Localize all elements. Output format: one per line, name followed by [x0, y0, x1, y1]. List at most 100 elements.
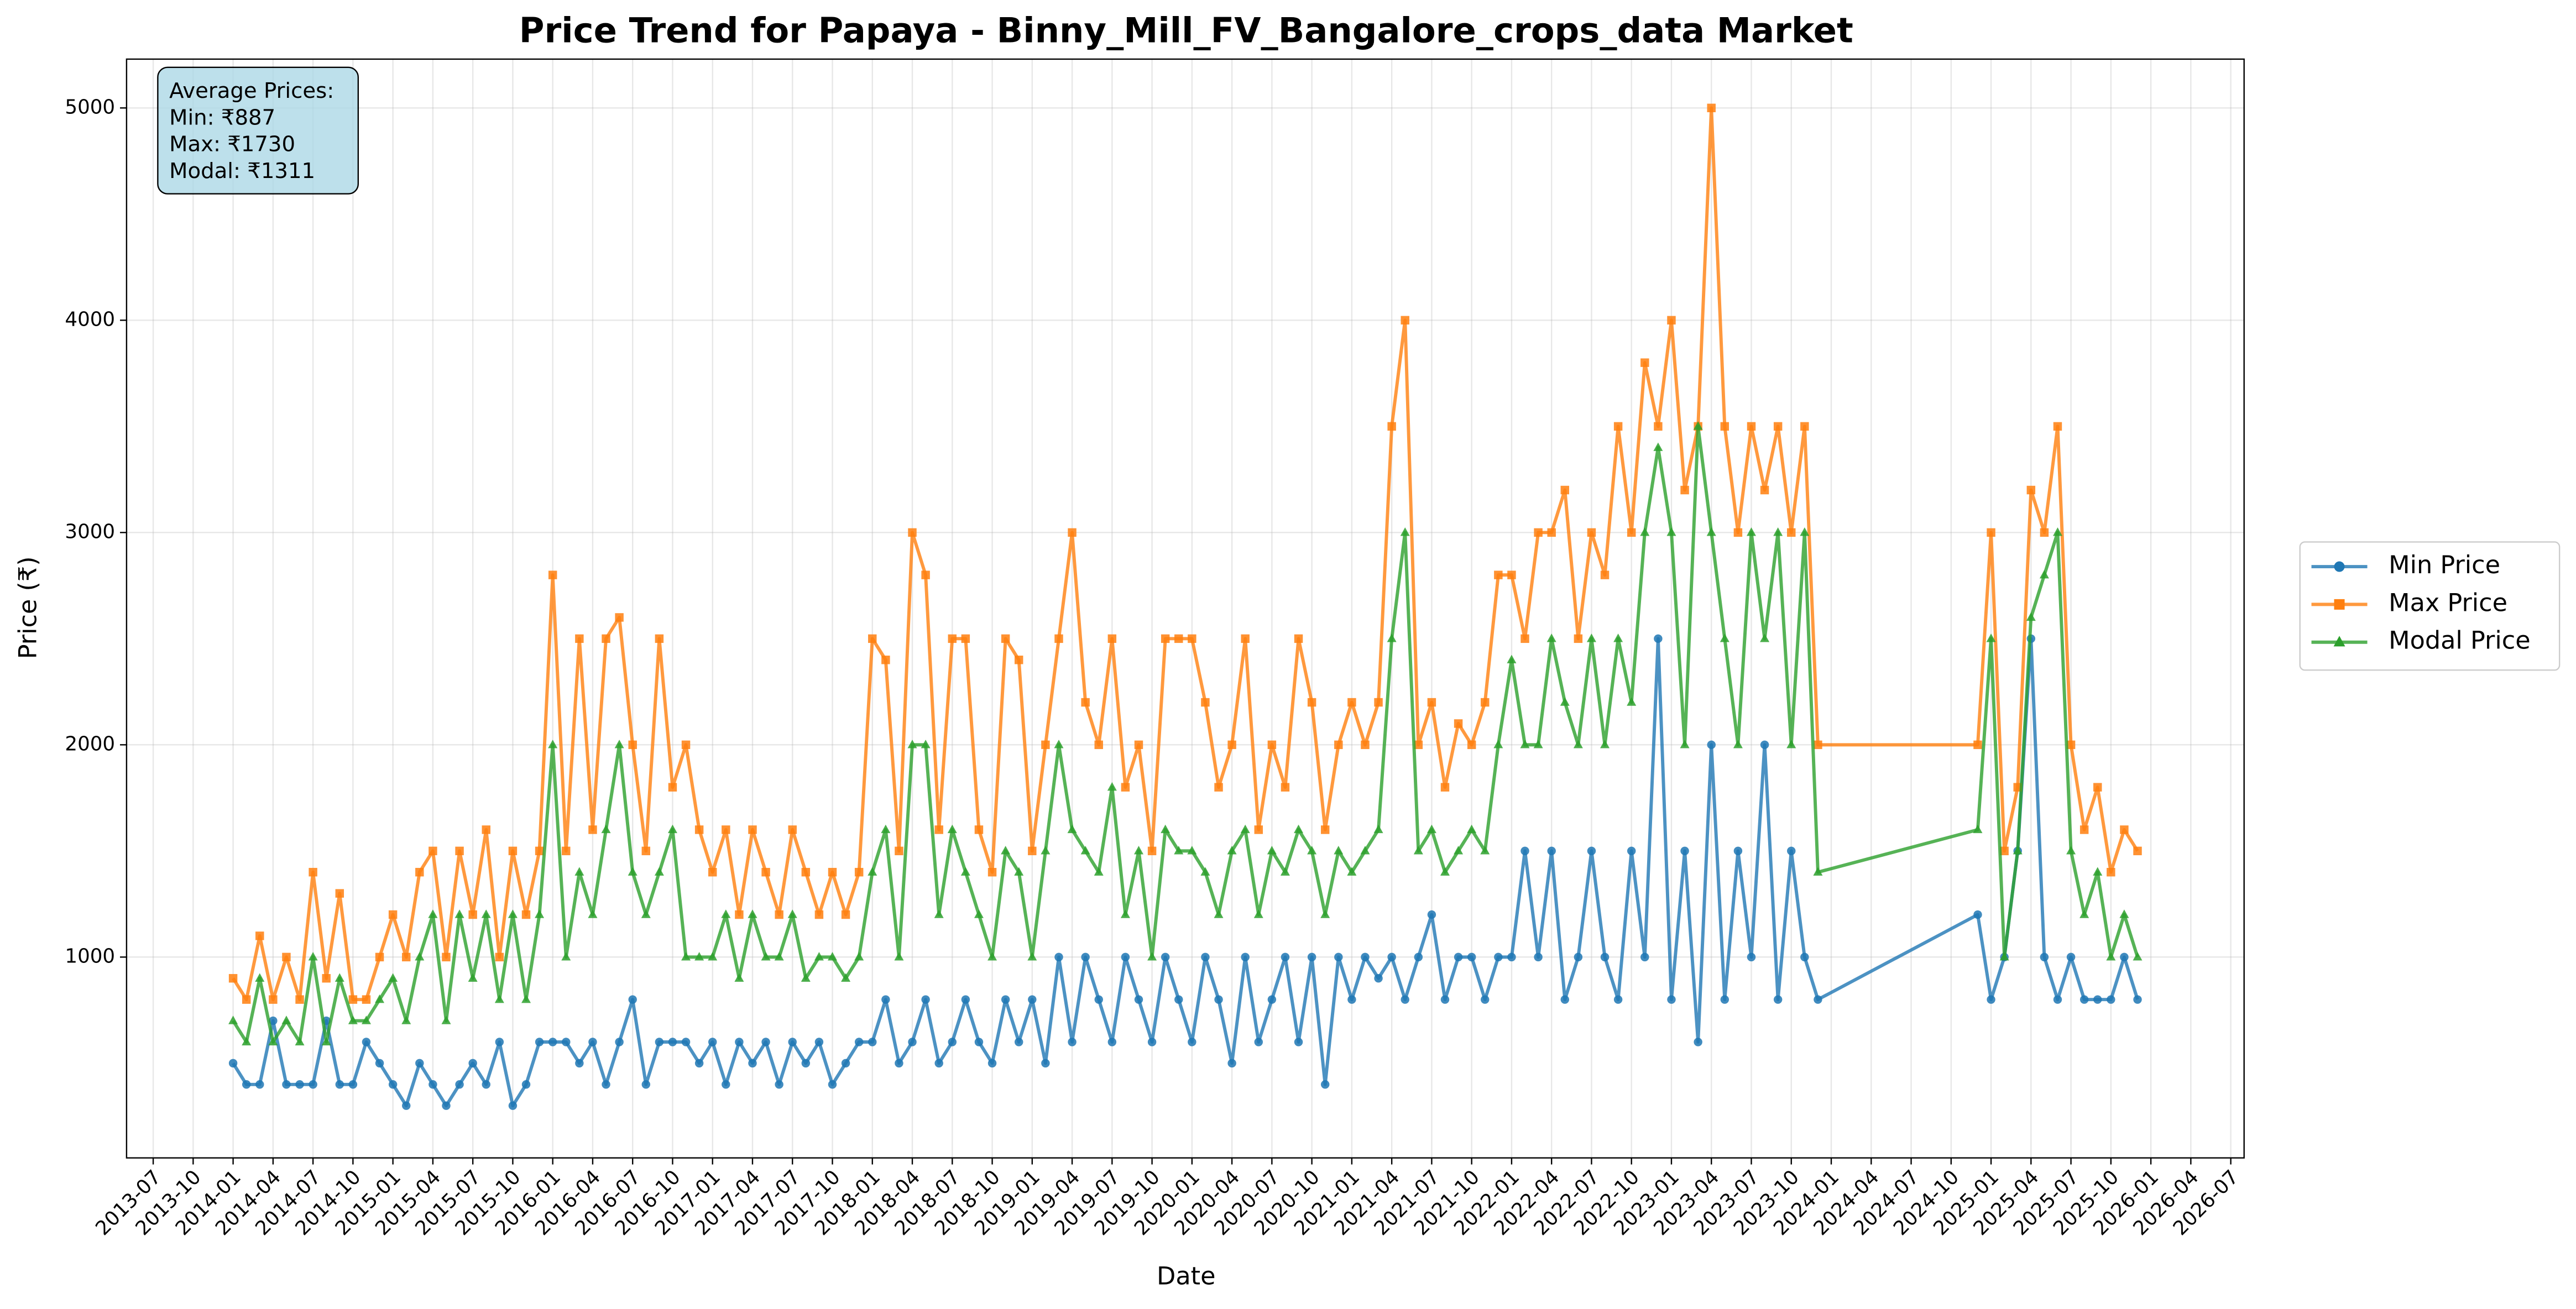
marker — [1760, 740, 1769, 750]
marker — [961, 634, 970, 643]
marker — [1041, 846, 1051, 855]
marker — [828, 952, 838, 961]
marker — [1467, 824, 1477, 834]
marker — [2066, 952, 2076, 962]
marker — [987, 868, 997, 877]
marker — [841, 910, 850, 919]
marker — [1814, 995, 1822, 1004]
marker — [1387, 422, 1396, 431]
marker — [1640, 358, 1649, 367]
marker — [1081, 698, 1090, 707]
marker — [268, 1036, 278, 1046]
marker — [1507, 570, 1516, 579]
marker — [974, 825, 984, 834]
marker — [1227, 1059, 1236, 1068]
marker — [348, 995, 358, 1004]
marker — [1547, 528, 1556, 537]
marker — [841, 1059, 850, 1068]
marker — [841, 973, 851, 982]
marker — [1427, 910, 1436, 919]
marker — [748, 825, 757, 834]
marker — [1773, 995, 1783, 1004]
marker — [1706, 527, 1716, 536]
marker — [1613, 633, 1623, 642]
marker — [495, 1038, 504, 1046]
marker — [602, 634, 610, 643]
marker — [2133, 995, 2142, 1004]
marker — [2052, 527, 2062, 536]
marker — [1493, 740, 1503, 748]
legend-marker — [2334, 599, 2345, 610]
marker — [641, 909, 651, 918]
marker — [974, 1038, 984, 1046]
marker — [628, 867, 638, 876]
marker — [2053, 995, 2062, 1004]
marker — [1560, 995, 1570, 1004]
marker — [1587, 846, 1596, 856]
marker — [1094, 995, 1103, 1004]
marker — [375, 952, 384, 962]
marker — [574, 867, 584, 876]
marker — [322, 974, 331, 983]
marker — [2066, 740, 2076, 750]
marker — [681, 952, 691, 961]
marker — [2133, 952, 2143, 961]
marker — [1786, 740, 1796, 748]
marker — [1334, 952, 1343, 962]
marker — [255, 1080, 264, 1089]
marker — [960, 867, 970, 876]
marker — [1494, 952, 1503, 962]
marker — [1494, 570, 1503, 579]
marker — [641, 1080, 651, 1089]
x-axis-label: Date — [1157, 1262, 1215, 1291]
marker — [694, 825, 704, 834]
marker — [1094, 740, 1103, 750]
marker — [1640, 952, 1649, 962]
marker — [641, 846, 651, 856]
marker — [1613, 995, 1623, 1004]
marker — [1041, 740, 1050, 750]
marker — [1361, 740, 1370, 750]
marker — [1640, 527, 1650, 536]
marker — [1161, 952, 1170, 962]
marker — [1214, 995, 1223, 1004]
marker — [1080, 846, 1090, 855]
annotation-text: Max: ₹1730 — [169, 132, 295, 157]
marker — [801, 1059, 811, 1068]
marker — [2026, 612, 2036, 621]
marker — [335, 889, 344, 898]
chart-title: Price Trend for Papaya - Binny_Mill_FV_B… — [519, 11, 1853, 51]
marker — [281, 1015, 291, 1024]
marker — [1360, 846, 1370, 855]
marker — [1680, 485, 1689, 495]
marker — [748, 1059, 757, 1068]
marker — [2000, 846, 2009, 856]
marker — [295, 1036, 305, 1046]
marker — [1028, 846, 1037, 856]
marker — [1427, 698, 1436, 707]
marker — [482, 1080, 490, 1089]
marker — [694, 1059, 704, 1068]
marker — [2040, 952, 2049, 962]
marker — [228, 1015, 238, 1024]
marker — [508, 1101, 518, 1110]
marker — [1667, 316, 1676, 325]
marker — [1347, 867, 1357, 876]
marker — [282, 952, 291, 962]
marker — [1267, 740, 1277, 750]
marker — [2107, 995, 2115, 1004]
marker — [429, 846, 437, 856]
marker — [455, 1080, 464, 1089]
marker — [2026, 485, 2036, 495]
marker — [2120, 825, 2129, 834]
marker — [1653, 442, 1663, 451]
marker — [1027, 952, 1037, 961]
y-tick-label: 2000 — [65, 732, 115, 755]
marker — [1214, 909, 1224, 918]
marker — [1986, 633, 1996, 642]
marker — [1334, 846, 1344, 855]
marker — [1600, 952, 1610, 962]
marker — [735, 1038, 744, 1046]
marker — [1760, 485, 1769, 495]
marker — [1120, 909, 1130, 918]
